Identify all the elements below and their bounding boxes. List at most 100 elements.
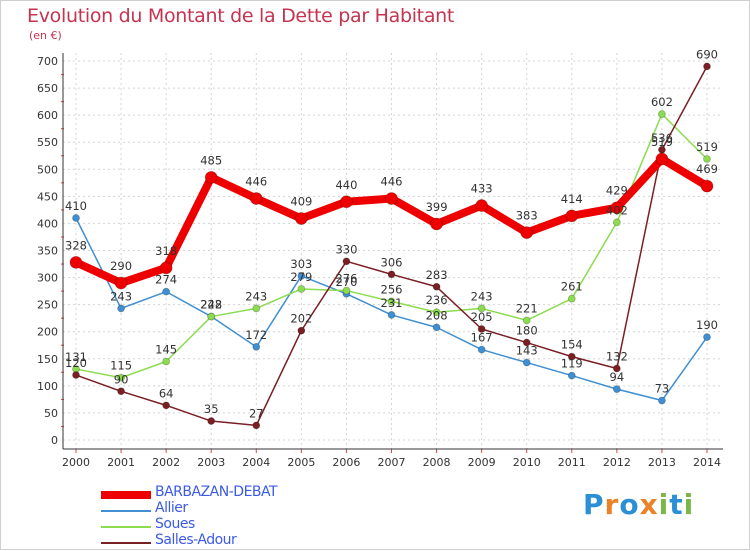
data-point-salles-adour	[297, 326, 306, 335]
data-point-salles-adour	[567, 352, 576, 361]
data-point-soues	[522, 316, 531, 325]
data-point-salles-adour	[703, 62, 711, 71]
y-tick-label: 50	[44, 407, 58, 420]
data-point-salles-adour	[477, 325, 486, 333]
chart-title: Evolution du Montant de la Dette par Hab…	[27, 5, 455, 27]
logo-letter: i	[658, 488, 670, 521]
y-tick-label: 650	[37, 82, 58, 95]
x-tick-label: 2009	[468, 456, 496, 469]
legend-item-barbazan-debat: BARBAZAN-DEBAT	[101, 484, 401, 503]
x-tick-label: 2011	[558, 456, 586, 469]
logo-letter: t	[669, 488, 684, 521]
y-tick-label: 100	[37, 380, 58, 393]
logo-letter: P	[583, 488, 605, 521]
data-point-allier	[252, 342, 261, 351]
data-label-salles-adour: 283	[426, 268, 448, 282]
data-label-soues: 602	[651, 95, 673, 109]
data-label-barbazan-debat: 446	[381, 175, 403, 189]
data-label-salles-adour: 35	[204, 402, 219, 416]
data-label-soues: 221	[516, 301, 538, 315]
data-point-barbazan-debat	[204, 171, 218, 184]
data-label-soues: 243	[245, 289, 267, 303]
y-tick-label: 250	[37, 299, 58, 312]
x-tick-label: 2004	[242, 456, 270, 469]
data-label-allier: 243	[110, 289, 132, 303]
data-label-soues: 236	[426, 293, 448, 307]
data-point-barbazan-debat	[159, 261, 173, 275]
data-point-allier	[72, 214, 80, 222]
x-tick-label: 2014	[693, 456, 721, 469]
y-tick-label: 150	[37, 353, 58, 366]
data-label-allier: 119	[561, 357, 583, 371]
data-point-barbazan-debat	[430, 217, 443, 231]
data-point-salles-adour	[522, 338, 531, 347]
data-label-allier: 143	[516, 344, 538, 358]
data-label-soues: 519	[696, 140, 718, 154]
data-label-soues: 242	[200, 298, 222, 312]
x-tick-label: 2005	[287, 456, 315, 469]
data-point-barbazan-debat	[520, 226, 534, 240]
data-point-allier	[522, 358, 531, 367]
data-point-salles-adour	[252, 421, 261, 430]
data-label-allier: 303	[290, 257, 312, 271]
data-point-salles-adour	[342, 257, 351, 266]
data-label-barbazan-debat: 433	[471, 182, 493, 196]
data-point-allier	[612, 385, 621, 394]
data-label-allier: 270	[335, 275, 357, 289]
x-tick-label: 2010	[513, 456, 541, 469]
data-label-salles-adour: 64	[159, 386, 174, 400]
data-point-salles-adour	[207, 417, 216, 425]
data-point-barbazan-debat	[385, 192, 398, 205]
data-label-barbazan-debat: 440	[335, 178, 357, 192]
x-tick-label: 2008	[423, 456, 451, 469]
data-label-salles-adour: 132	[606, 350, 628, 364]
data-point-soues	[658, 110, 666, 118]
logo-letter: i	[683, 488, 695, 521]
data-point-soues	[207, 312, 216, 321]
data-label-allier: 410	[65, 199, 87, 213]
x-tick-label: 2001	[107, 456, 135, 469]
data-point-allier	[658, 396, 666, 405]
data-label-soues: 115	[110, 359, 132, 373]
data-point-salles-adour	[387, 270, 396, 279]
data-point-barbazan-debat	[565, 209, 579, 223]
data-point-allier	[117, 304, 125, 313]
data-label-allier: 94	[610, 370, 625, 384]
x-tick-label: 2007	[378, 456, 406, 469]
y-tick-label: 300	[37, 272, 58, 285]
x-tick-label: 2003	[197, 456, 225, 469]
data-point-barbazan-debat	[340, 195, 353, 209]
data-label-allier: 228	[200, 298, 222, 312]
data-label-barbazan-debat: 446	[245, 175, 267, 189]
data-label-salles-adour: 306	[381, 255, 403, 269]
data-label-soues: 256	[381, 282, 403, 296]
data-point-allier	[432, 323, 441, 332]
proxiti-logo: Proxiti	[583, 488, 694, 521]
data-label-barbazan-debat: 399	[426, 200, 448, 214]
data-label-soues: 402	[606, 203, 628, 217]
x-tick-label: 2002	[152, 456, 180, 469]
data-label-barbazan-debat: 383	[516, 209, 538, 223]
data-label-salles-adour: 27	[249, 406, 264, 420]
data-label-barbazan-debat: 328	[65, 238, 87, 252]
legend-swatch-barbazan-debat	[101, 491, 151, 499]
data-point-barbazan-debat	[249, 192, 263, 205]
data-label-barbazan-debat: 485	[200, 153, 222, 167]
logo-letter: r	[604, 488, 620, 521]
y-tick-label: 600	[37, 109, 58, 122]
data-point-soues	[612, 218, 621, 227]
data-label-barbazan-debat: 318	[155, 244, 177, 258]
data-label-salles-adour: 120	[65, 356, 87, 370]
legend-swatch-soues	[101, 526, 151, 528]
unit-label: (en €)	[29, 29, 62, 42]
x-tick-label: 2013	[648, 456, 676, 469]
data-label-salles-adour: 690	[696, 47, 718, 61]
y-tick-label: 550	[37, 136, 58, 149]
data-point-barbazan-debat	[294, 212, 308, 225]
data-point-barbazan-debat	[610, 201, 624, 215]
data-point-salles-adour	[72, 371, 80, 379]
logo-letter: x	[639, 488, 659, 521]
data-point-salles-adour	[432, 282, 441, 291]
y-tick-label: 450	[37, 190, 58, 203]
data-label-allier: 231	[381, 296, 403, 310]
